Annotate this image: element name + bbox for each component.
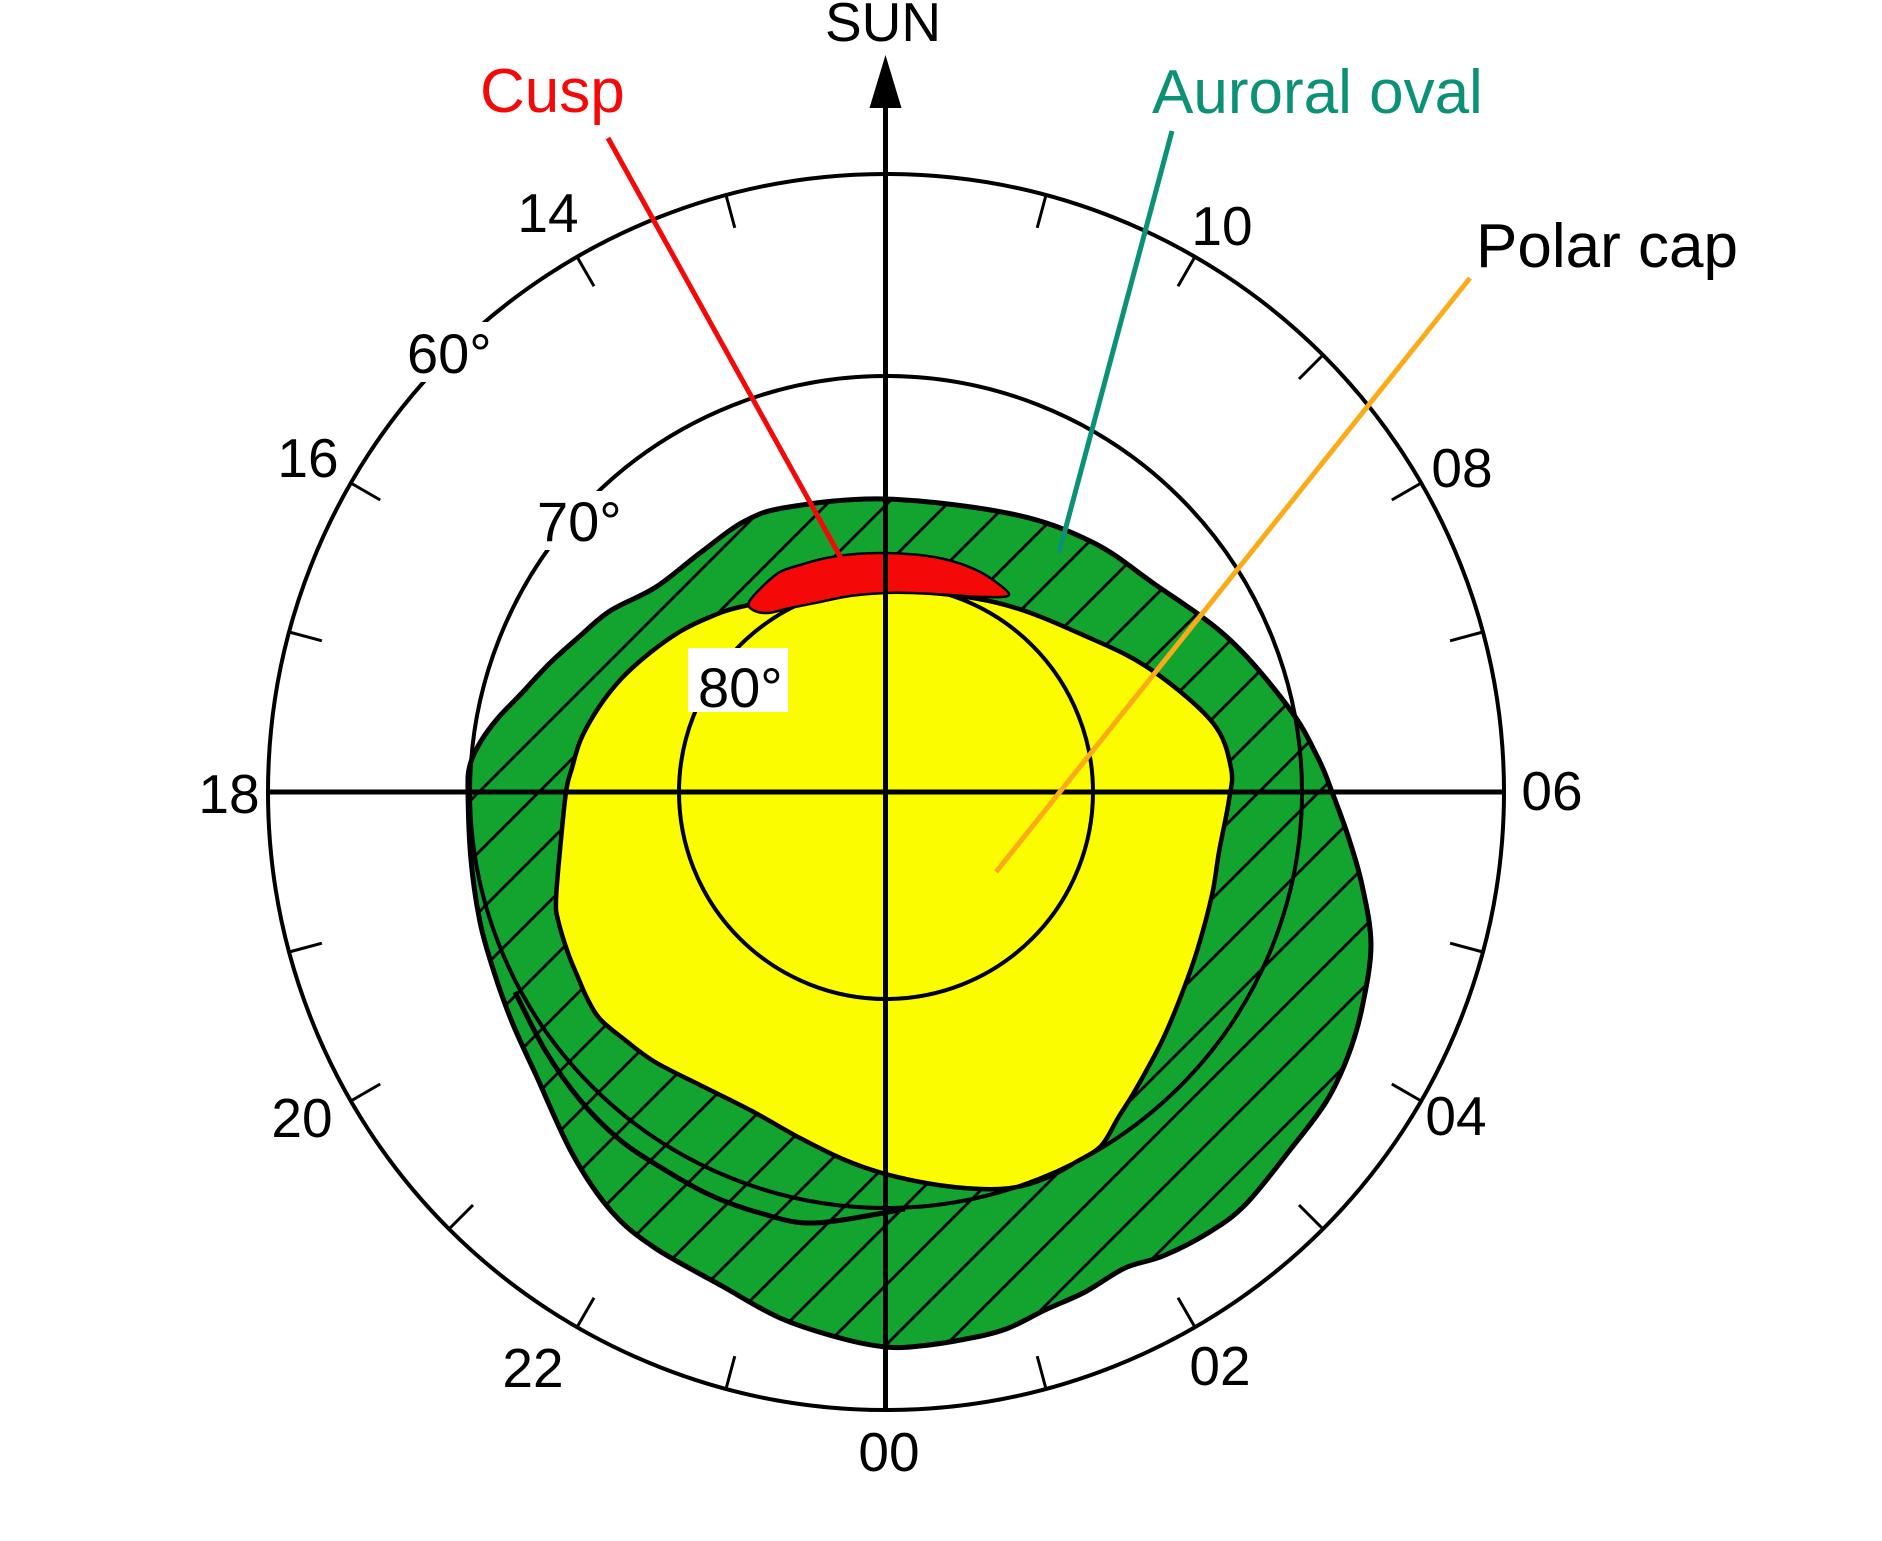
svg-text:02: 02	[1189, 1335, 1250, 1397]
svg-text:60°: 60°	[407, 322, 492, 385]
svg-text:10: 10	[1191, 195, 1252, 257]
svg-text:16: 16	[277, 427, 338, 489]
svg-text:20: 20	[271, 1087, 332, 1149]
svg-text:08: 08	[1431, 437, 1492, 499]
svg-text:70°: 70°	[537, 490, 622, 553]
svg-text:04: 04	[1425, 1085, 1486, 1147]
svg-text:22: 22	[502, 1337, 563, 1399]
svg-text:80°: 80°	[698, 656, 783, 719]
svg-text:14: 14	[517, 182, 578, 244]
svg-text:00: 00	[858, 1421, 919, 1483]
svg-text:18: 18	[198, 763, 259, 825]
svg-text:Cusp: Cusp	[480, 57, 625, 126]
svg-text:Polar cap: Polar cap	[1476, 212, 1738, 281]
svg-text:SUN: SUN	[825, 0, 941, 53]
svg-text:Auroral oval: Auroral oval	[1152, 58, 1483, 127]
svg-text:06: 06	[1521, 760, 1582, 822]
